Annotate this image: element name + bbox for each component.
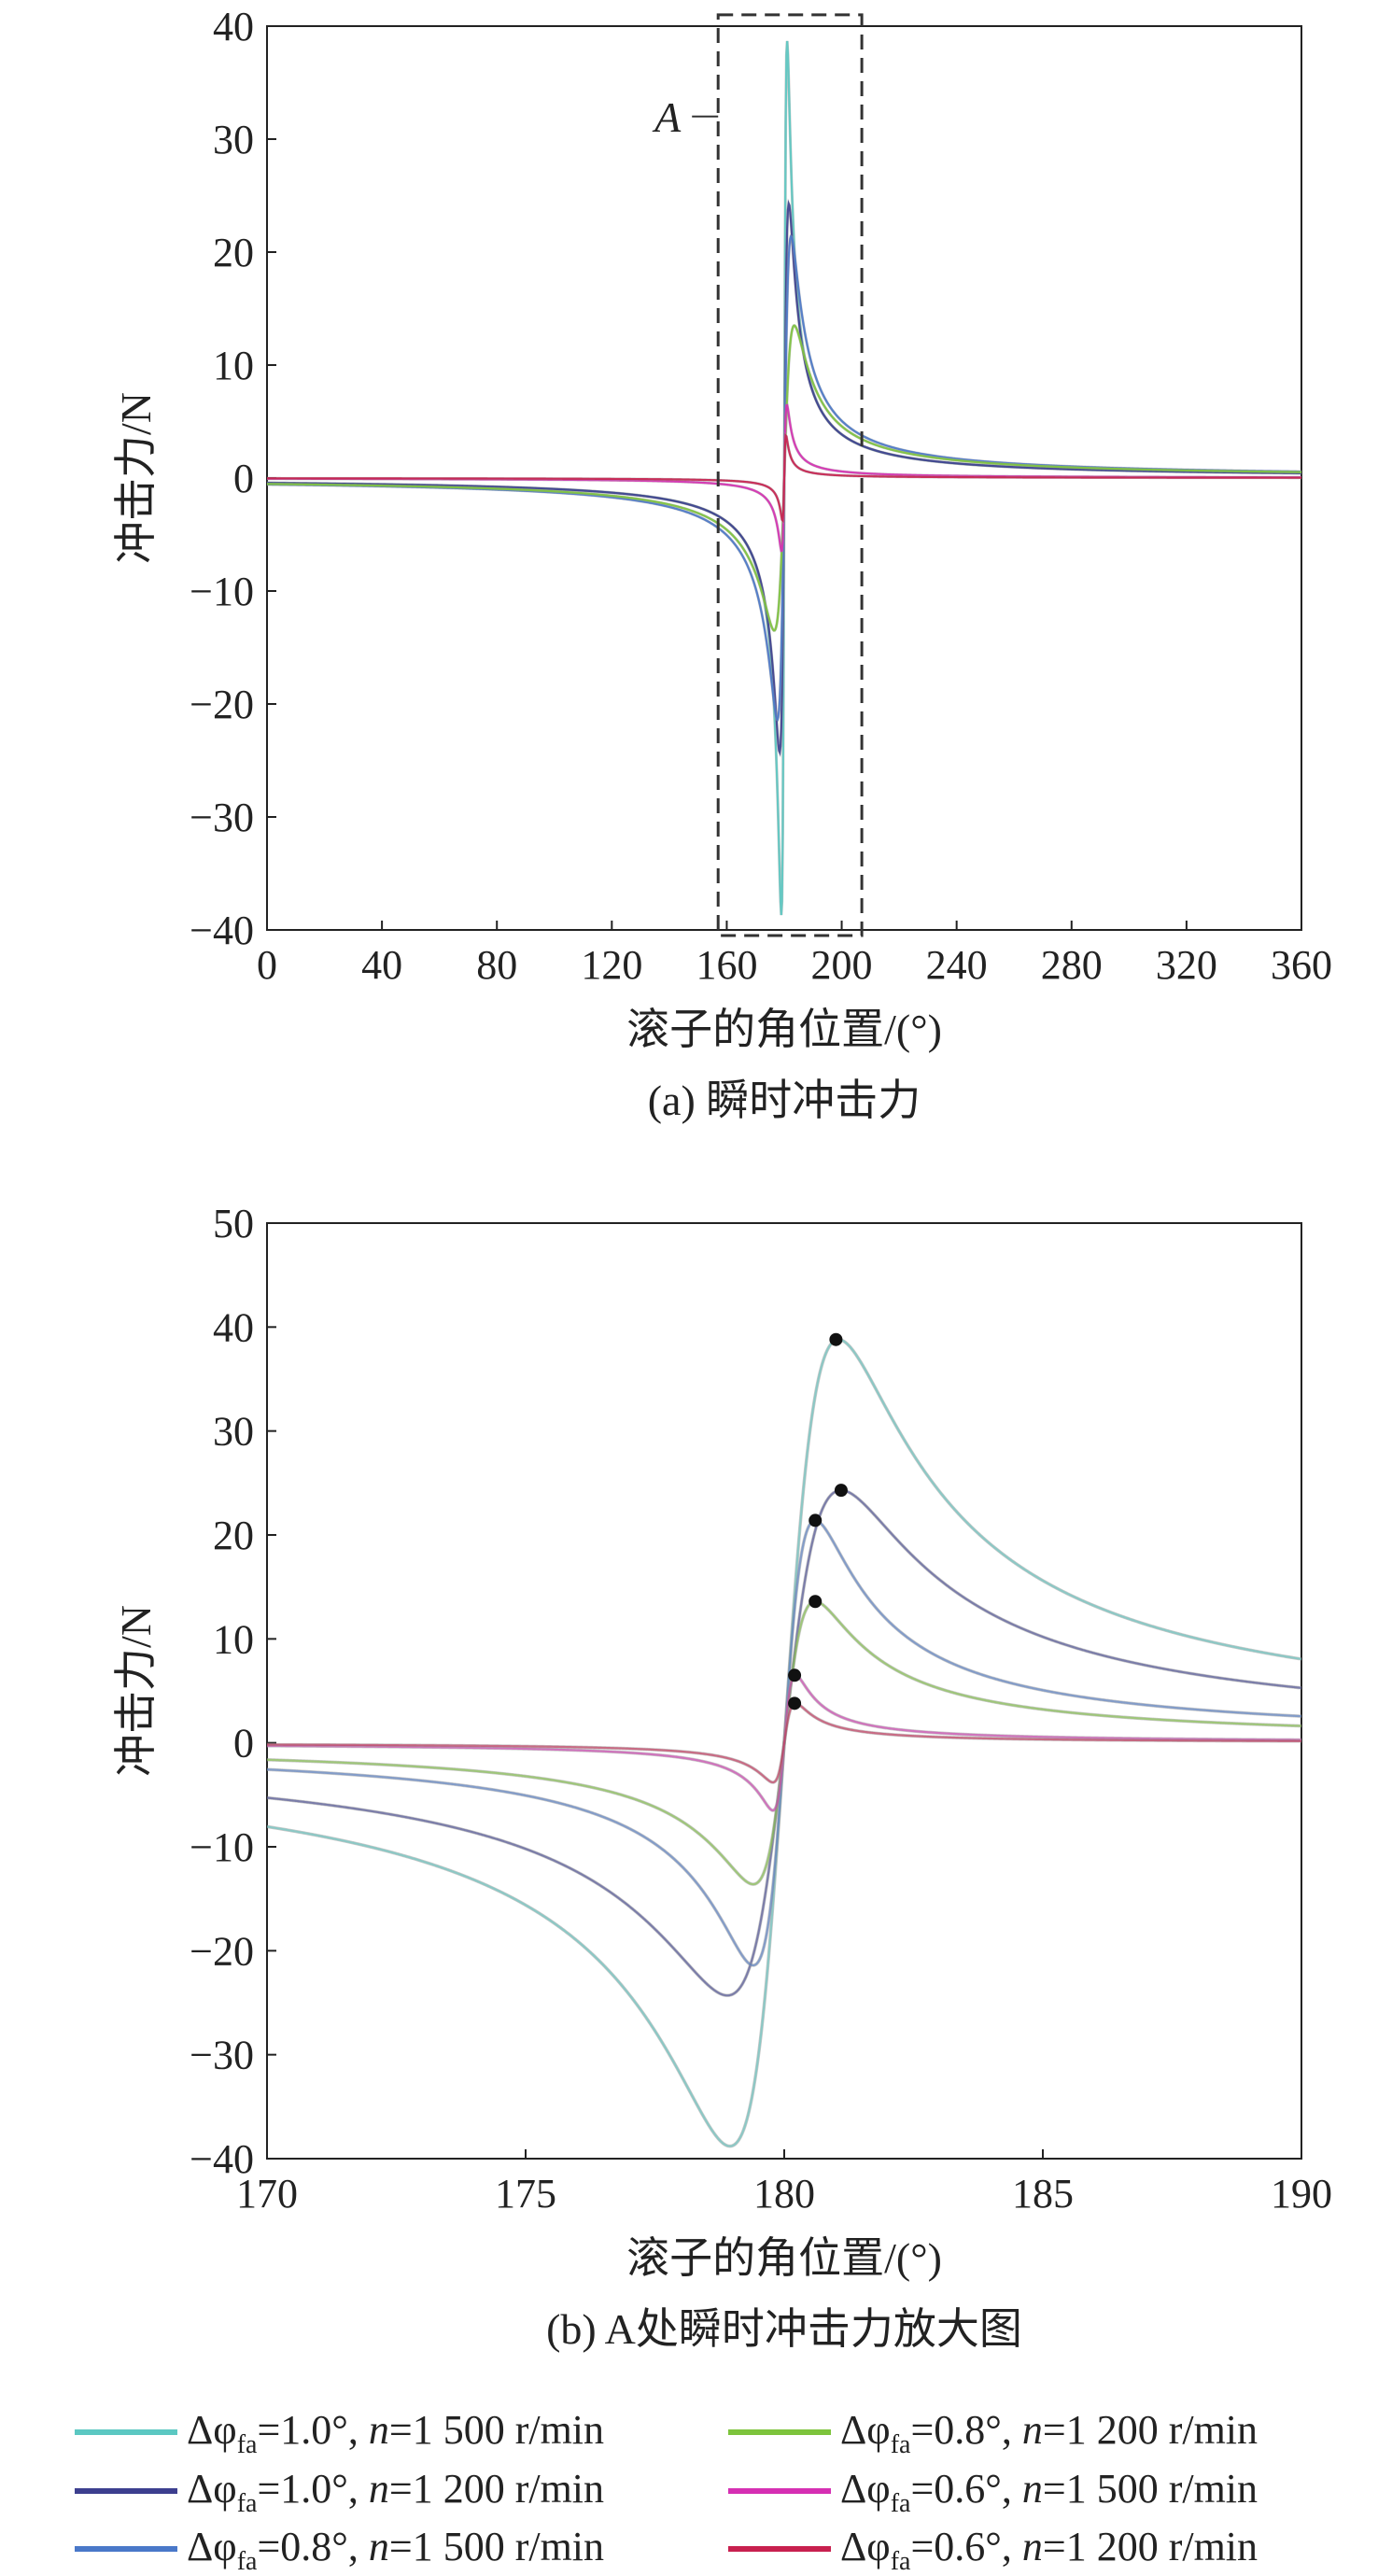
legend-label-part: Δφ	[840, 2524, 891, 2569]
y-tick-label: −30	[190, 795, 254, 840]
x-tick-label: 80	[476, 942, 517, 988]
legend-label-part: Δφ	[840, 2407, 891, 2453]
legend-label: Δφfa=0.8°, n=1 500 r/min	[187, 2524, 604, 2576]
legend-label-part: =1 500 r/min	[389, 2524, 604, 2569]
y-tick-label: 40	[213, 4, 254, 49]
legend-label-part: fa	[237, 2547, 258, 2576]
x-tick-label: 190	[1271, 2171, 1332, 2217]
legend-item: Δφfa=0.6°, n=1 200 r/min	[728, 2524, 1258, 2576]
panel-a: 0 40 80 120 160 200 240 280 320 360 −40 −30 −20 −10 0 1…	[112, 4, 1332, 1124]
x-tick-label: 180	[753, 2171, 815, 2217]
y-tick-label: −40	[190, 908, 254, 953]
legend-label-part: Δφ	[187, 2407, 237, 2453]
x-tick-label: 200	[811, 942, 873, 988]
legend-label: Δφfa=0.6°, n=1 500 r/min	[840, 2466, 1258, 2518]
x-tick-label: 320	[1156, 942, 1217, 988]
legend-label-part: =1 500 r/min	[389, 2407, 604, 2453]
y-tick-label: 10	[213, 1616, 254, 1662]
y-tick-label: −20	[190, 1928, 254, 1974]
peak-marker	[788, 1668, 802, 1682]
legend-label-part: fa	[891, 2430, 911, 2459]
peak-marker	[809, 1513, 823, 1527]
peak-marker	[829, 1332, 843, 1346]
legend-label-part: =1 500 r/min	[1043, 2466, 1258, 2512]
x-tick-label: 175	[495, 2171, 556, 2217]
x-tick-label: 0	[257, 942, 277, 988]
legend-item: Δφfa=0.8°, n=1 500 r/min	[75, 2524, 604, 2576]
legend-label-part: Δφ	[840, 2466, 891, 2512]
peak-marker	[834, 1484, 848, 1498]
legend-label-part: n	[1022, 2466, 1043, 2512]
legend-item: Δφfa=1.0°, n=1 500 r/min	[75, 2407, 604, 2459]
panel-caption: (a) 瞬时冲击力	[648, 1077, 921, 1124]
legend-label-part: =0.8°,	[257, 2524, 368, 2569]
legend-label-part: =1.0°,	[257, 2466, 368, 2512]
y-tick-label: 30	[213, 1409, 254, 1455]
y-tick-label: −30	[190, 2033, 254, 2078]
legend-label-part: =1.0°,	[257, 2407, 368, 2453]
y-axis-label: 冲击力/N	[112, 1605, 160, 1777]
legend-label: Δφfa=0.8°, n=1 200 r/min	[840, 2407, 1258, 2459]
legend-label: Δφfa=0.6°, n=1 200 r/min	[840, 2524, 1258, 2576]
y-tick-label: 0	[233, 456, 254, 501]
y-tick-label: 40	[213, 1304, 254, 1350]
y-tick-label: 50	[213, 1201, 254, 1246]
legend-label-part: =1 200 r/min	[1043, 2524, 1258, 2569]
legend-label-part: n	[1022, 2407, 1043, 2453]
series-group	[267, 40, 1301, 916]
legend-label-part: n	[369, 2524, 389, 2569]
y-tick-label: −40	[190, 2136, 254, 2182]
x-tick-label: 170	[236, 2171, 298, 2217]
panel-b: 170 175 180 185 190 −40 −30 −20 −10 0 10 20 30 40 50 滚子…	[112, 1201, 1332, 2353]
legend-label-part: fa	[237, 2430, 258, 2459]
legend-label-part: n	[369, 2466, 389, 2512]
x-tick-label: 185	[1012, 2171, 1074, 2217]
y-tick-label: 30	[213, 117, 254, 162]
x-tick-label: 160	[696, 942, 757, 988]
y-tick-label: −10	[190, 1824, 254, 1870]
zoom-region-box	[716, 13, 864, 937]
legend-label-part: Δφ	[187, 2524, 237, 2569]
legend-label-part: fa	[237, 2489, 258, 2518]
legend-label-part: n	[369, 2407, 389, 2453]
y-tick-label: −20	[190, 682, 254, 727]
x-tick-label: 240	[926, 942, 988, 988]
legend-label-part: =1 200 r/min	[1043, 2407, 1258, 2453]
legend-label-part: =1 200 r/min	[389, 2466, 604, 2512]
y-tick-label: −10	[190, 569, 254, 614]
x-tick-label: 120	[581, 942, 642, 988]
legend-label-part: n	[1022, 2524, 1043, 2569]
legend-item: Δφfa=0.8°, n=1 200 r/min	[728, 2407, 1258, 2459]
y-tick-label: 10	[213, 343, 254, 388]
legend-label-part: =0.8°,	[910, 2407, 1021, 2453]
legend-label-part: =0.6°,	[910, 2466, 1021, 2512]
legend-label-part: Δφ	[187, 2466, 237, 2512]
legend-label-part: =0.6°,	[910, 2524, 1021, 2569]
legend-label-part: fa	[891, 2489, 911, 2518]
x-tick-label: 280	[1041, 942, 1103, 988]
series-line	[267, 432, 1301, 524]
x-axis-label: 滚子的角位置/(°)	[626, 2234, 942, 2282]
legend-label: Δφfa=1.0°, n=1 200 r/min	[187, 2466, 604, 2518]
x-tick-label: 40	[361, 942, 402, 988]
legend-label-part: fa	[891, 2547, 911, 2576]
y-tick-label: 20	[213, 1513, 254, 1558]
legend-item: Δφfa=1.0°, n=1 200 r/min	[75, 2466, 604, 2518]
y-tick-label: 20	[213, 230, 254, 275]
x-tick-label: 360	[1271, 942, 1332, 988]
series-line	[267, 1702, 1301, 1784]
x-axis-label: 滚子的角位置/(°)	[626, 1006, 942, 1053]
panel-caption: (b) A处瞬时冲击力放大图	[546, 2305, 1022, 2353]
legend-item: Δφfa=0.6°, n=1 500 r/min	[728, 2466, 1258, 2518]
peak-marker	[809, 1595, 823, 1609]
series-group	[267, 1337, 1301, 2148]
plot-frame	[266, 1222, 1302, 2160]
peak-marker	[788, 1696, 802, 1710]
legend-label: Δφfa=1.0°, n=1 500 r/min	[187, 2407, 604, 2459]
y-tick-label: 0	[233, 1721, 254, 1767]
zoom-region-label: A	[652, 93, 682, 141]
y-axis-label: 冲击力/N	[112, 392, 160, 564]
